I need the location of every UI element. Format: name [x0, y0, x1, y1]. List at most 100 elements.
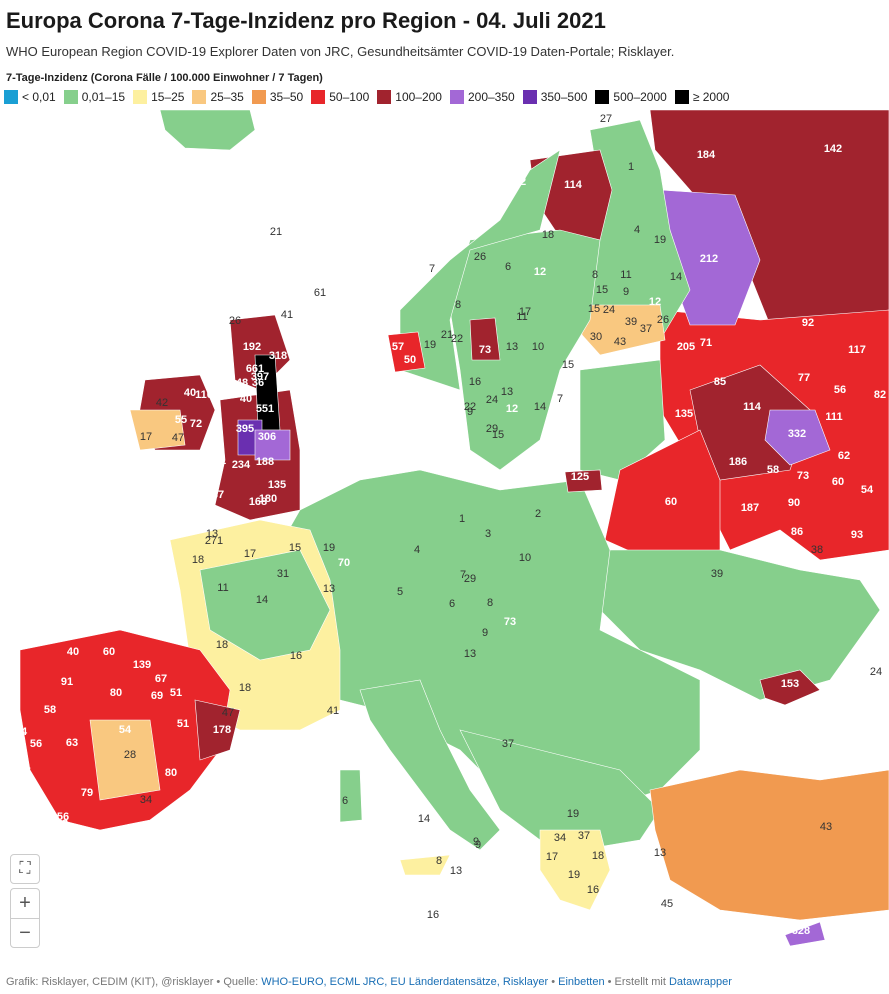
region-crimea[interactable] — [759, 669, 821, 706]
region-iberia-orange[interactable] — [89, 719, 161, 801]
embed-link[interactable]: Einbetten — [558, 976, 605, 988]
region-balkans[interactable] — [459, 729, 661, 851]
region-value-label: 30 — [590, 331, 602, 343]
region-value-label: 9 — [623, 286, 629, 298]
legend-item: 25–35 — [192, 90, 244, 104]
legend-label: 0,01–15 — [81, 90, 126, 104]
region-value-label: 3 — [485, 528, 491, 540]
region-norway-red-2[interactable] — [469, 317, 501, 361]
region-value-label: 40 — [240, 393, 252, 405]
region-value-label: 271 — [205, 535, 223, 547]
region-ireland-orange[interactable] — [129, 409, 186, 451]
region-value-label: 12 — [514, 176, 526, 188]
region-value-label: 55 — [175, 414, 187, 426]
region-sicily[interactable] — [399, 854, 451, 876]
region-value-label: 180 — [259, 493, 277, 505]
region-value-label: 92 — [802, 317, 814, 329]
region-value-label: 110 — [195, 389, 213, 401]
zoom-controls: + − — [10, 888, 40, 948]
region-value-label: 90 — [788, 497, 800, 509]
region-value-label: 19 — [567, 808, 579, 820]
region-value-label: 1 — [628, 161, 634, 173]
region-value-label: 34 — [554, 832, 566, 844]
region-value-label: 57 — [392, 341, 404, 353]
legend-swatch — [674, 90, 689, 104]
region-uk-lilac[interactable] — [254, 429, 291, 461]
datawrapper-link[interactable]: Datawrapper — [668, 976, 732, 988]
region-value-label: 9 — [467, 406, 473, 418]
region-norway[interactable] — [399, 149, 561, 391]
region-value-label: 70 — [338, 557, 350, 569]
region-russia-purple-2[interactable] — [764, 409, 831, 466]
region-value-label: 60 — [103, 646, 115, 658]
region-iberia-dark[interactable] — [194, 699, 241, 761]
legend-label: 350–500 — [540, 90, 588, 104]
fullscreen-icon[interactable]: ⛶ — [10, 854, 40, 884]
page-title: Europa Corona 7-Tage-Inzidenz pro Region… — [6, 8, 606, 33]
region-value-label: 73 — [504, 616, 516, 628]
legend-title: 7-Tage-Inzidenz (Corona Fälle / 100.000 … — [6, 72, 323, 84]
region-value-label: 178 — [213, 724, 231, 736]
source-link[interactable]: WHO-EURO, ECML JRC, EU Länderdatensätze,… — [261, 976, 549, 988]
choropleth-map[interactable]: 12 7 8 26 6 12 17 21 22 19 57 50 73 16 9 114 18 11 13 10 15 7… — [0, 110, 889, 965]
region-norway-red[interactable] — [387, 331, 426, 373]
region-sardinia[interactable] — [339, 769, 363, 823]
region-value-label: 17 — [244, 548, 256, 560]
region-value-label: 13 — [323, 583, 335, 595]
region-value-label: 135 — [675, 408, 693, 420]
region-value-label: 51 — [177, 718, 189, 730]
region-value-label: 139 — [133, 659, 151, 671]
region-value-label: 17 — [140, 431, 152, 443]
legend-swatch — [311, 90, 326, 104]
region-value-label: 9 — [475, 839, 481, 851]
region-value-label: 187 — [206, 489, 224, 501]
region-value-label: 45 — [661, 898, 673, 910]
region-turkey[interactable] — [649, 769, 889, 921]
region-value-label: 6 — [342, 795, 348, 807]
region-value-label: 397 — [251, 371, 269, 383]
zoom-in-button[interactable]: + — [19, 892, 31, 914]
region-value-label: 40 — [184, 387, 196, 399]
region-value-label: 6 — [505, 261, 511, 273]
region-value-label: 19 — [654, 234, 666, 246]
region-france-green[interactable] — [199, 549, 331, 661]
region-value-label: 56 — [57, 811, 69, 823]
region-italy[interactable] — [359, 679, 501, 851]
region-value-label: 26 — [474, 251, 486, 263]
region-value-label: 16 — [427, 909, 439, 921]
region-value-label: 3 — [204, 110, 210, 113]
region-russia-north[interactable] — [649, 110, 889, 326]
region-iceland[interactable] — [159, 110, 256, 151]
zoom-out-button[interactable]: − — [11, 918, 39, 948]
region-value-label: 73 — [479, 344, 491, 356]
region-value-label: 63 — [66, 737, 78, 749]
region-value-label: 10 — [519, 552, 531, 564]
region-value-label: 19 — [568, 869, 580, 881]
region-value-label: 37 — [502, 738, 514, 750]
region-value-label: 28 — [124, 749, 136, 761]
region-value-label: 306 — [258, 431, 276, 443]
region-value-label: 4 — [414, 544, 420, 556]
region-value-label: 13 — [501, 386, 513, 398]
region-value-label: 135 — [268, 479, 286, 491]
region-value-label: 54 — [861, 484, 874, 496]
region-value-label: 111 — [825, 411, 842, 423]
region-value-label: 168 — [249, 496, 267, 508]
region-lithuania-red[interactable] — [564, 469, 603, 493]
region-greece[interactable] — [539, 829, 611, 911]
region-value-label: 2 — [535, 508, 541, 520]
region-value-label: 47 — [222, 707, 234, 719]
region-value-label: 43 — [614, 336, 626, 348]
region-value-label: 114 — [564, 179, 583, 191]
region-value-label: 18 — [592, 850, 604, 862]
region-sweden[interactable] — [449, 229, 601, 471]
legend-item: 35–50 — [251, 90, 303, 104]
region-value-label: 188 — [256, 456, 274, 468]
region-ukraine[interactable] — [599, 549, 881, 701]
region-value-label: 8 — [455, 299, 461, 311]
region-value-label: 79 — [81, 787, 93, 799]
region-value-label: 16 — [290, 650, 302, 662]
region-cyprus[interactable] — [784, 921, 826, 947]
legend-swatch — [377, 90, 392, 104]
